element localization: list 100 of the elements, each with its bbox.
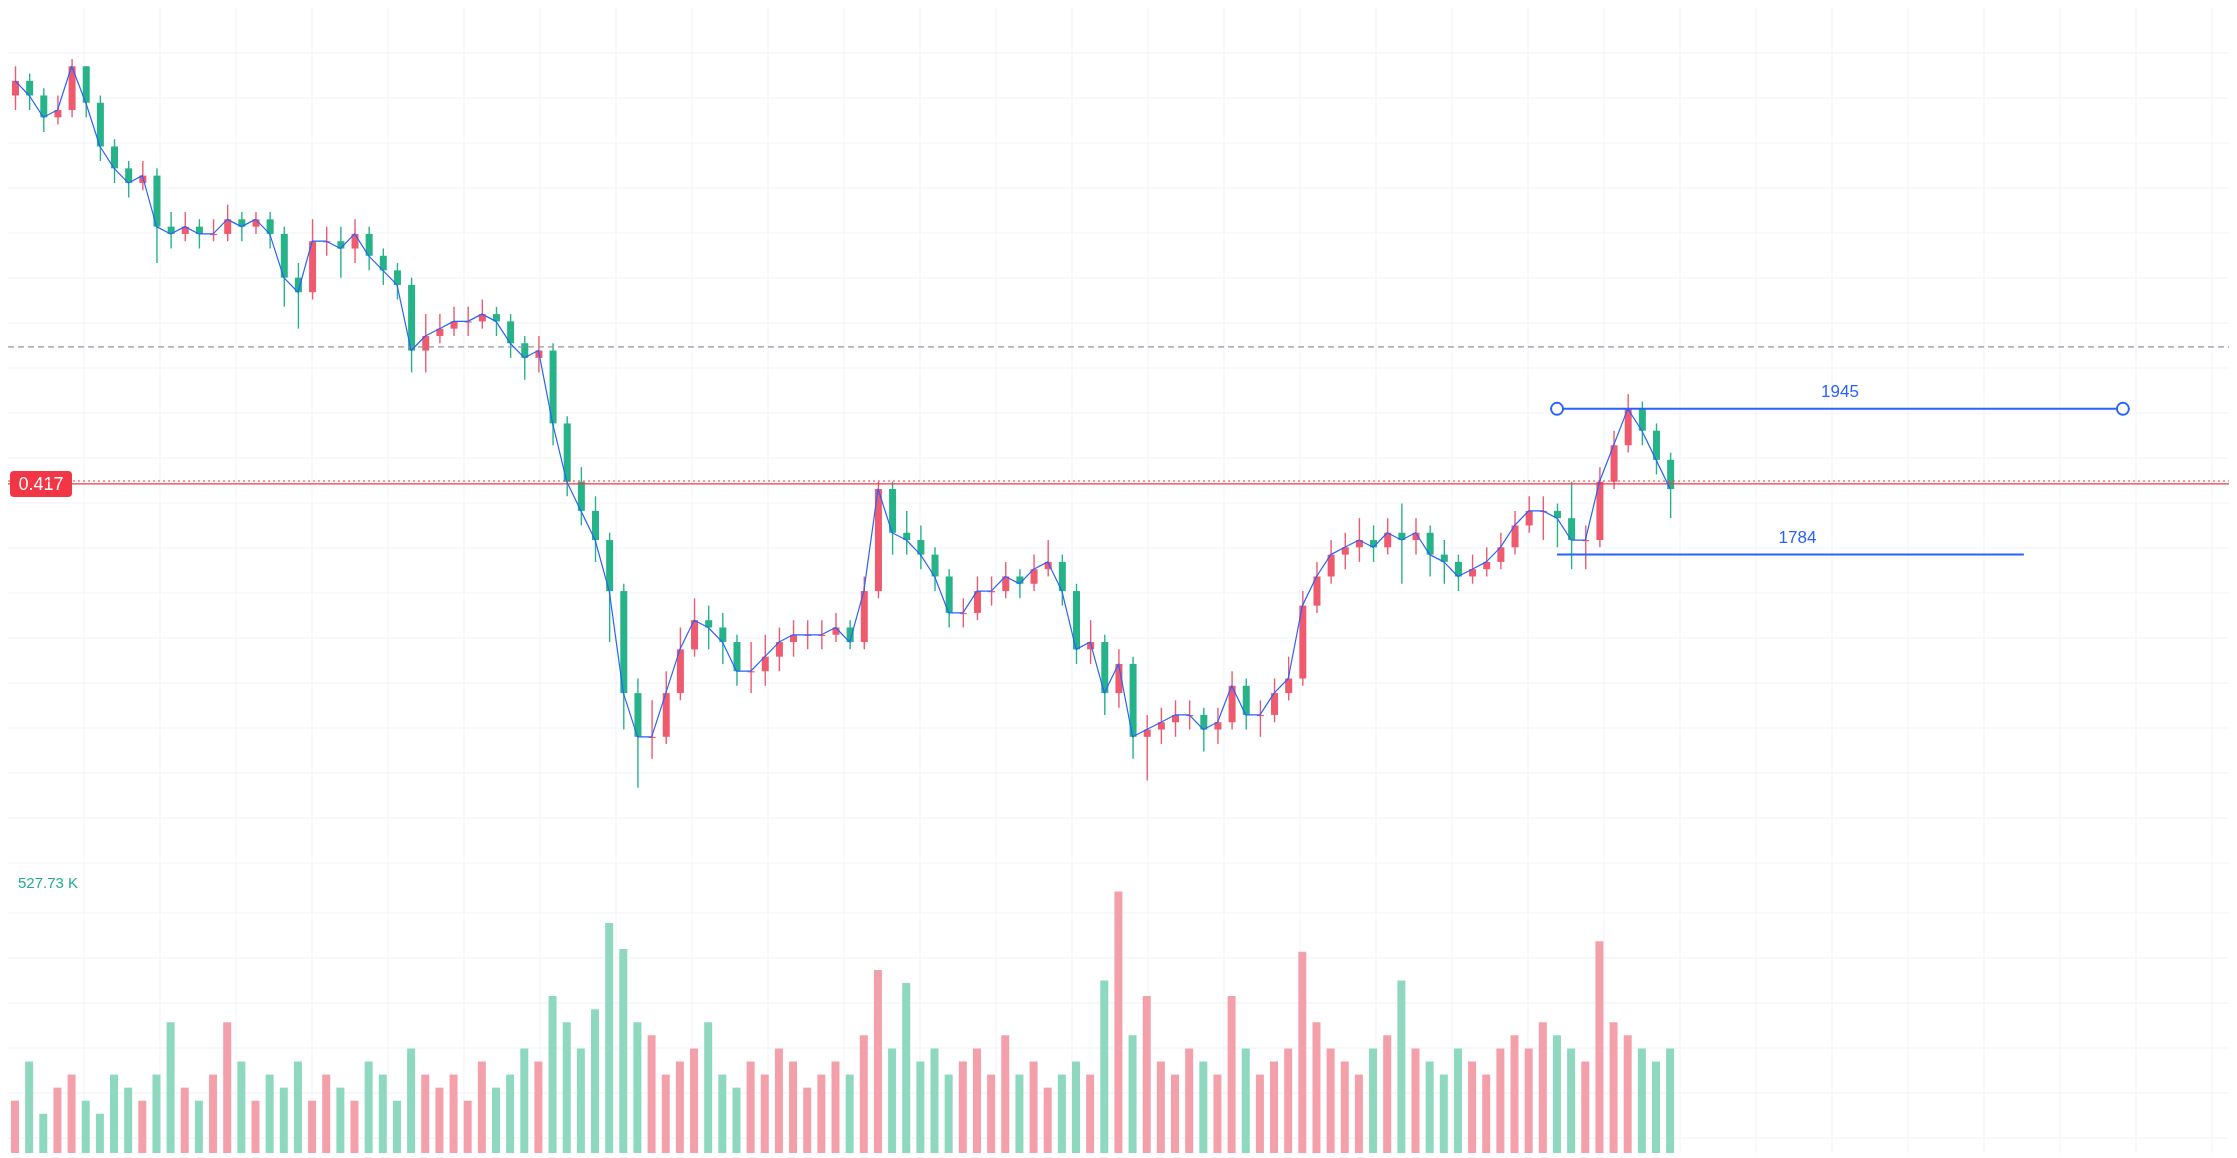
bar	[1354, 1074, 1363, 1153]
bar	[1071, 1061, 1080, 1153]
text: 527.73 K	[18, 874, 79, 891]
bar	[166, 1022, 175, 1153]
bar	[152, 1074, 161, 1153]
bar	[1623, 1035, 1632, 1153]
bar	[845, 1074, 854, 1153]
bar	[1171, 1074, 1180, 1153]
candlestick	[1030, 553, 1038, 592]
bar	[690, 1048, 699, 1153]
candlestick	[761, 634, 769, 687]
bar	[477, 1061, 486, 1153]
candlestick	[1341, 532, 1349, 570]
bar	[364, 1061, 373, 1153]
candlestick	[1214, 706, 1222, 745]
bar	[916, 1061, 925, 1153]
bar	[1637, 1048, 1646, 1153]
candlestick	[224, 204, 232, 242]
bar	[1439, 1074, 1448, 1153]
series-label: 1784	[1778, 527, 1817, 547]
series-label: 1945	[1821, 381, 1859, 401]
bar	[1185, 1048, 1194, 1153]
bar	[1043, 1087, 1052, 1153]
bar	[1425, 1061, 1434, 1153]
bar	[1651, 1061, 1660, 1153]
bar	[1581, 1061, 1590, 1153]
bar	[576, 1048, 585, 1153]
bar	[1298, 951, 1307, 1153]
bar	[81, 1100, 90, 1153]
bar	[506, 1074, 515, 1153]
bar	[888, 1048, 897, 1153]
bar	[520, 1048, 529, 1153]
bar	[322, 1074, 331, 1153]
bar	[138, 1100, 147, 1153]
bar	[1468, 1061, 1477, 1153]
bar	[746, 1061, 755, 1153]
bar	[407, 1048, 416, 1153]
candlestick	[125, 160, 133, 199]
bar	[110, 1074, 119, 1153]
bar	[1567, 1048, 1576, 1153]
candlestick	[1002, 561, 1010, 600]
bar	[605, 922, 614, 1153]
candlestick	[464, 306, 472, 337]
bar	[647, 1035, 656, 1153]
candlestick	[719, 612, 727, 665]
candlestick	[931, 546, 939, 592]
bar	[789, 1061, 798, 1153]
bar	[1213, 1074, 1222, 1153]
bar	[1057, 1074, 1066, 1153]
candlestick	[1426, 524, 1434, 578]
bar	[1666, 1048, 1675, 1153]
bar	[237, 1061, 246, 1153]
candlestick	[379, 247, 387, 286]
bar	[548, 996, 557, 1153]
bar	[1482, 1074, 1491, 1153]
bar	[392, 1100, 401, 1153]
bar	[25, 1061, 34, 1153]
ref-line-label: 0.417	[18, 473, 64, 494]
bar	[944, 1074, 953, 1153]
bar	[760, 1074, 769, 1153]
bar	[293, 1061, 302, 1153]
bar	[1128, 1035, 1137, 1153]
bar	[1142, 996, 1151, 1153]
bar	[591, 1009, 600, 1153]
bar	[11, 1100, 19, 1153]
bar	[265, 1074, 274, 1153]
bar	[1340, 1061, 1349, 1153]
bar	[732, 1087, 741, 1153]
candlestick	[1638, 400, 1646, 446]
bar	[39, 1113, 48, 1153]
bar	[1255, 1074, 1264, 1153]
bar	[1538, 1022, 1547, 1153]
candlestick	[1271, 677, 1279, 723]
bar	[378, 1074, 387, 1153]
candlestick	[1200, 706, 1208, 753]
bar	[1015, 1074, 1024, 1153]
bar	[308, 1100, 317, 1153]
bar	[180, 1087, 189, 1153]
candlestick	[393, 262, 401, 301]
bar	[251, 1100, 260, 1153]
bar	[279, 1087, 288, 1153]
bar	[223, 1022, 232, 1153]
bar	[53, 1087, 62, 1153]
bar	[1496, 1048, 1505, 1153]
bar	[958, 1061, 967, 1153]
bar	[1086, 1074, 1095, 1153]
candlestick	[1143, 714, 1151, 782]
bar	[1510, 1035, 1519, 1153]
bar	[1524, 1048, 1533, 1153]
bar	[1552, 1035, 1561, 1153]
candlestick	[1497, 532, 1505, 570]
candlestick	[973, 575, 981, 621]
bar	[1001, 1035, 1010, 1153]
bar	[1609, 1022, 1618, 1153]
bar	[1326, 1048, 1335, 1153]
bar	[124, 1087, 133, 1153]
candlestick	[1511, 510, 1519, 556]
bar	[1199, 1061, 1208, 1153]
bar	[1156, 1061, 1165, 1153]
bar	[1100, 980, 1109, 1153]
